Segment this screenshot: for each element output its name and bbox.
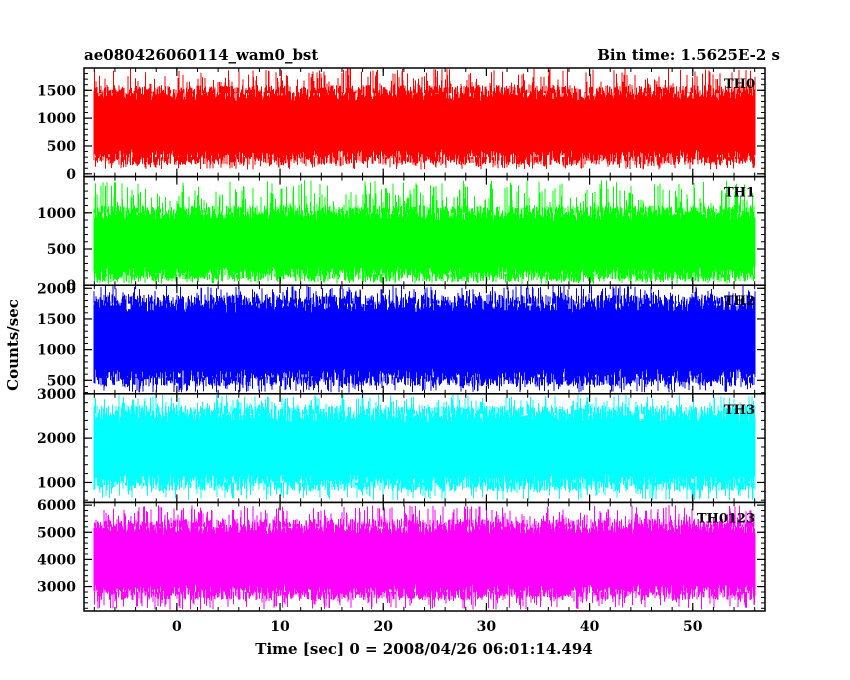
series-band-th3 bbox=[93, 405, 756, 491]
panel-label-th1: TH1 bbox=[724, 186, 755, 201]
series-band-th0123 bbox=[93, 518, 756, 601]
y-tick-label: 0 bbox=[66, 278, 76, 294]
panels-group: 0 500 1000 1500 TH0 0 500 1000 TH1 500 1000 1500 200… bbox=[37, 67, 766, 612]
y-tick-label: 3000 bbox=[37, 387, 76, 403]
y-tick-label: 1000 bbox=[37, 343, 76, 359]
series-th1 bbox=[93, 180, 756, 284]
panel-th2: 500 1000 1500 2000 TH2 bbox=[37, 281, 766, 395]
panel-label-th0: TH0 bbox=[724, 77, 755, 92]
x-tick-label: 10 bbox=[270, 619, 290, 635]
y-tick-label: 6000 bbox=[37, 498, 76, 514]
y-tick-label: 1000 bbox=[37, 206, 76, 222]
series-spikes-th2 bbox=[93, 285, 756, 393]
series-band-th0 bbox=[93, 85, 756, 166]
y-tick-label: 5000 bbox=[37, 525, 76, 541]
series-band-th1 bbox=[93, 205, 756, 282]
y-tick-label: 1000 bbox=[37, 111, 76, 127]
x-tick-label: 20 bbox=[373, 619, 393, 635]
panel-label-th3: TH3 bbox=[724, 403, 755, 418]
y-tick-label: 3000 bbox=[37, 580, 76, 596]
bin-time-label: Bin time: 1.5625E-2 s bbox=[597, 46, 780, 64]
series-spikes-th0123 bbox=[94, 505, 755, 610]
y-tick-label: 0 bbox=[66, 167, 76, 183]
series-spikes-th1 bbox=[94, 180, 755, 284]
panel-th0: 0 500 1000 1500 TH0 bbox=[37, 67, 766, 183]
series-th3 bbox=[93, 394, 756, 501]
series-th2 bbox=[93, 285, 756, 393]
panel-th0123: 3000 4000 5000 6000 TH0123 bbox=[37, 498, 766, 612]
y-tick-label: 1500 bbox=[37, 83, 76, 99]
y-tick-label: 1500 bbox=[37, 312, 76, 328]
x-axis: 0 10 20 30 40 50 bbox=[172, 619, 703, 635]
series-spikes-th0 bbox=[94, 68, 756, 170]
x-tick-label: 30 bbox=[477, 619, 497, 635]
x-tick-label: 40 bbox=[580, 619, 600, 635]
panel-label-th2: TH2 bbox=[724, 294, 755, 309]
series-th0123 bbox=[93, 505, 756, 610]
series-th0 bbox=[93, 68, 756, 170]
y-tick-label: 500 bbox=[47, 242, 76, 258]
x-axis-label: Time [sec] 0 = 2008/04/26 06:01:14.494 bbox=[255, 640, 592, 658]
y-tick-label: 500 bbox=[47, 373, 76, 389]
panel-label-th0123: TH0123 bbox=[697, 511, 755, 526]
y-tick-label: 2000 bbox=[37, 281, 76, 297]
panel-th3: 1000 2000 3000 TH3 bbox=[37, 387, 766, 504]
y-tick-label: 500 bbox=[47, 139, 76, 155]
y-tick-label: 1000 bbox=[37, 475, 76, 491]
panel-th1: 0 500 1000 TH1 bbox=[37, 175, 766, 294]
chart-title: ae080426060114_wam0_bst bbox=[84, 46, 318, 64]
x-tick-label: 50 bbox=[683, 619, 703, 635]
x-tick-label: 0 bbox=[172, 619, 182, 635]
series-spikes-th3 bbox=[93, 394, 754, 501]
y-tick-label: 2000 bbox=[37, 431, 76, 447]
y-axis-label: Counts/sec bbox=[4, 299, 22, 391]
series-band-th2 bbox=[93, 294, 756, 387]
y-tick-label: 4000 bbox=[37, 552, 76, 568]
